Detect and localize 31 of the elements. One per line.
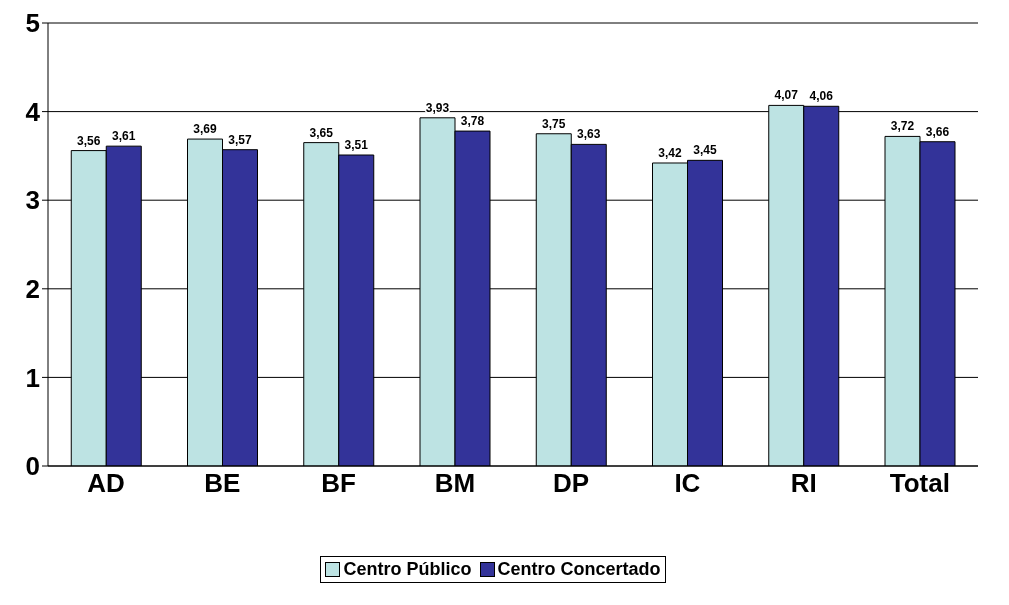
x-tick-label: Total <box>889 468 950 499</box>
data-label: 3,45 <box>693 143 717 158</box>
y-tick-label: 1 <box>25 362 40 393</box>
data-label: 3,72 <box>890 119 915 134</box>
x-tick-label: RI <box>790 468 817 499</box>
x-tick-label: DP <box>553 468 590 499</box>
data-label: 4,07 <box>774 88 799 103</box>
data-label: 3,51 <box>344 138 369 153</box>
x-tick-label: AD <box>87 468 125 499</box>
data-label: 3,75 <box>542 116 566 131</box>
data-label: 3,69 <box>193 122 217 137</box>
legend-label: Centro Concertado <box>496 559 661 580</box>
data-label: 4,06 <box>809 89 834 104</box>
y-tick-label: 0 <box>25 451 40 482</box>
data-label: 3,63 <box>577 127 601 142</box>
legend-label: Centro Público <box>342 559 472 580</box>
data-label: 3,65 <box>309 125 334 140</box>
data-label: 3,56 <box>77 133 101 148</box>
x-tick-label: BF <box>321 468 356 499</box>
x-tick-label: BM <box>434 468 476 499</box>
y-tick-label: 3 <box>25 185 40 216</box>
x-tick-label: BE <box>204 468 241 499</box>
data-label: 3,57 <box>228 132 252 147</box>
data-label: 3,61 <box>112 129 136 144</box>
y-tick-label: 5 <box>25 8 40 39</box>
data-label: 3,42 <box>658 145 682 160</box>
y-tick-label: 2 <box>25 274 40 305</box>
data-label: 3,66 <box>925 124 950 139</box>
x-tick-label: IC <box>674 468 701 499</box>
data-label: 3,78 <box>460 114 485 129</box>
y-tick-label: 4 <box>25 96 41 127</box>
